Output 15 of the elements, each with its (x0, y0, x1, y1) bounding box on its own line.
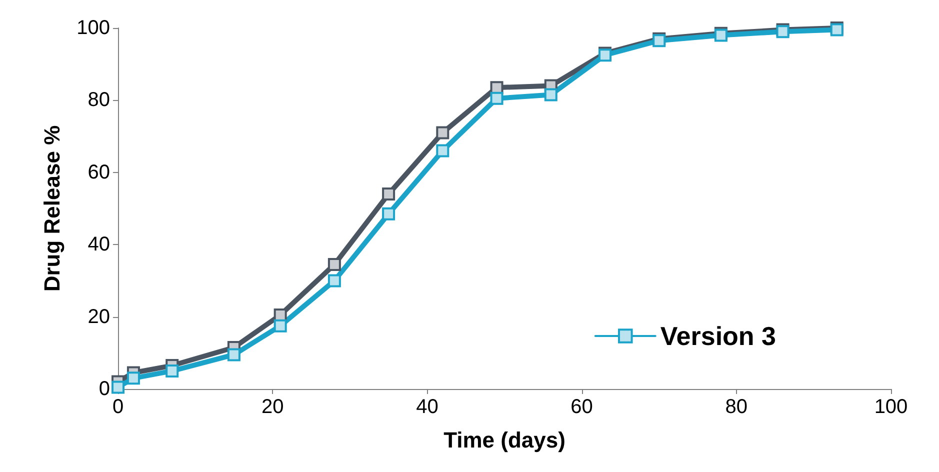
y-tick-label: 80 (88, 89, 110, 112)
x-axis-title: Time (days) (444, 428, 566, 452)
y-tick-label: 0 (98, 378, 110, 400)
x-tick-label: 40 (416, 396, 438, 418)
y-tick-label: 40 (88, 234, 110, 256)
x-tick-label: 20 (261, 396, 284, 418)
y-tick-label: 100 (76, 17, 110, 39)
legend-label: Version 3 (660, 321, 776, 351)
x-tick-label: 80 (725, 396, 748, 418)
x-tick-label: 60 (570, 396, 593, 418)
x-tick-label: 0 (112, 396, 124, 418)
y-axis-title: Drug Release % (40, 125, 64, 292)
x-tick-label: 100 (874, 396, 908, 418)
y-tick-label: 60 (88, 161, 110, 184)
y-tick-label: 20 (88, 306, 110, 328)
